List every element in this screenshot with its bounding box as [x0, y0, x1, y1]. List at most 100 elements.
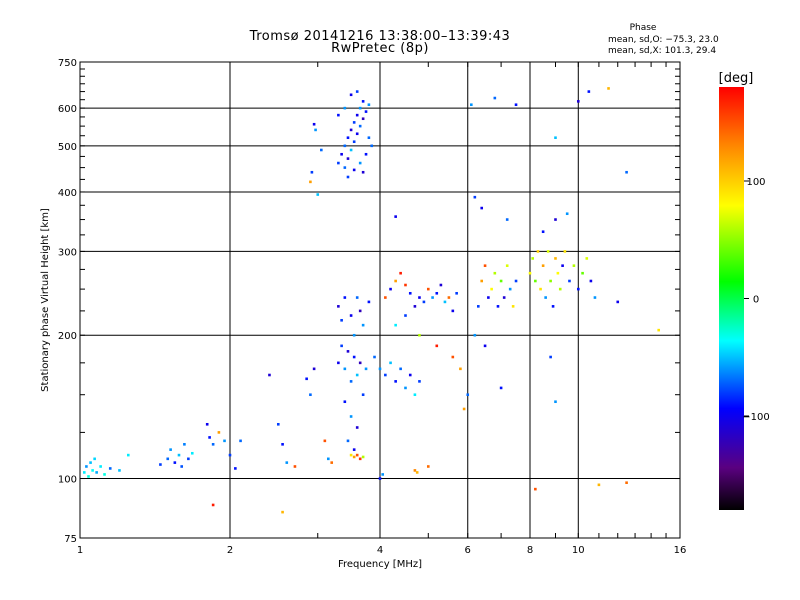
data-point: [312, 367, 316, 371]
y-tick-label: 300: [58, 247, 77, 258]
data-point: [239, 439, 242, 443]
data-point: [439, 283, 443, 287]
data-point: [418, 296, 421, 299]
data-point: [108, 467, 112, 470]
data-point: [426, 287, 430, 291]
data-point: [565, 212, 569, 216]
data-point: [587, 90, 591, 93]
data-point: [455, 291, 458, 295]
data-point: [343, 166, 347, 169]
data-point: [358, 124, 362, 128]
data-point: [536, 250, 540, 253]
data-point: [422, 300, 426, 304]
data-point: [539, 287, 542, 291]
data-point: [413, 469, 417, 472]
data-point: [408, 291, 412, 295]
data-point: [208, 436, 211, 439]
data-point: [534, 487, 537, 491]
data-point: [364, 152, 368, 156]
x-axis-label: Frequency [MHz]: [338, 559, 422, 570]
data-point: [343, 144, 347, 148]
data-point: [558, 287, 562, 291]
data-point: [499, 279, 503, 283]
data-point: [576, 100, 580, 103]
data-point: [470, 103, 473, 107]
data-point: [346, 439, 350, 443]
data-point: [340, 344, 343, 348]
data-point: [316, 193, 320, 196]
data-point: [435, 344, 439, 348]
data-point: [576, 287, 580, 291]
data-point: [343, 296, 347, 299]
colorbar-tick-label: −100: [742, 412, 769, 423]
data-point: [361, 455, 365, 459]
phase-heading: Phase: [630, 23, 657, 33]
data-point: [340, 152, 343, 156]
data-point: [541, 264, 545, 267]
data-point: [480, 279, 484, 283]
data-point: [99, 465, 102, 468]
data-point: [399, 367, 402, 371]
data-point: [435, 291, 439, 295]
data-point: [355, 296, 359, 299]
data-point: [561, 264, 564, 267]
data-point: [394, 279, 397, 283]
x-tick-label: 1: [77, 545, 83, 556]
phase-stats-x: mean, sd,X: 101.3, 29.4: [608, 46, 716, 56]
data-point: [361, 323, 365, 327]
data-point: [415, 471, 419, 474]
data-point: [91, 469, 94, 472]
data-point: [211, 503, 215, 507]
x-tick-label: 16: [674, 545, 687, 556]
data-point: [493, 96, 497, 100]
data-point: [159, 463, 162, 466]
y-tick-label: 500: [58, 142, 77, 153]
data-point: [364, 110, 368, 113]
data-point: [451, 309, 455, 313]
data-point: [349, 453, 353, 457]
data-point: [364, 367, 368, 371]
data-point: [183, 443, 186, 446]
data-point: [177, 453, 181, 457]
data-point: [352, 455, 356, 459]
data-point: [358, 361, 362, 365]
data-point: [378, 477, 382, 480]
data-point: [349, 380, 353, 383]
data-point: [616, 300, 620, 304]
chart-subtitle: RwPretec (8p): [331, 41, 429, 56]
data-point: [505, 218, 509, 221]
y-tick-label: 750: [58, 58, 77, 69]
data-point: [169, 448, 172, 451]
data-point: [358, 106, 362, 110]
x-tick-label: 2: [227, 545, 233, 556]
data-point: [118, 469, 121, 472]
data-point: [399, 271, 402, 275]
data-point: [358, 457, 362, 461]
y-axis-ticks: 75 100 200 300 400 500 600 750: [58, 58, 680, 545]
x-tick-label: 10: [572, 545, 585, 556]
chart-title: Tromsø 20141216 13:38:00–13:39:43: [249, 29, 511, 44]
data-point: [413, 305, 417, 308]
data-point: [496, 305, 500, 308]
data-point: [349, 314, 353, 317]
data-point: [211, 443, 215, 446]
x-tick-label: 6: [465, 545, 471, 556]
data-point: [349, 93, 353, 97]
data-point: [447, 296, 451, 299]
data-point: [180, 465, 184, 468]
data-point: [355, 132, 359, 136]
data-point: [394, 380, 397, 383]
data-point: [373, 355, 376, 359]
data-point: [346, 175, 350, 179]
data-point: [293, 465, 297, 468]
data-point: [549, 279, 552, 283]
data-point: [352, 448, 356, 451]
data-point: [541, 230, 545, 234]
data-point: [554, 218, 557, 221]
data-point: [581, 271, 584, 275]
data-point: [337, 361, 340, 365]
data-point: [355, 113, 359, 117]
data-point: [404, 283, 407, 287]
data-point: [190, 451, 194, 455]
y-tick-label: 600: [58, 104, 77, 115]
